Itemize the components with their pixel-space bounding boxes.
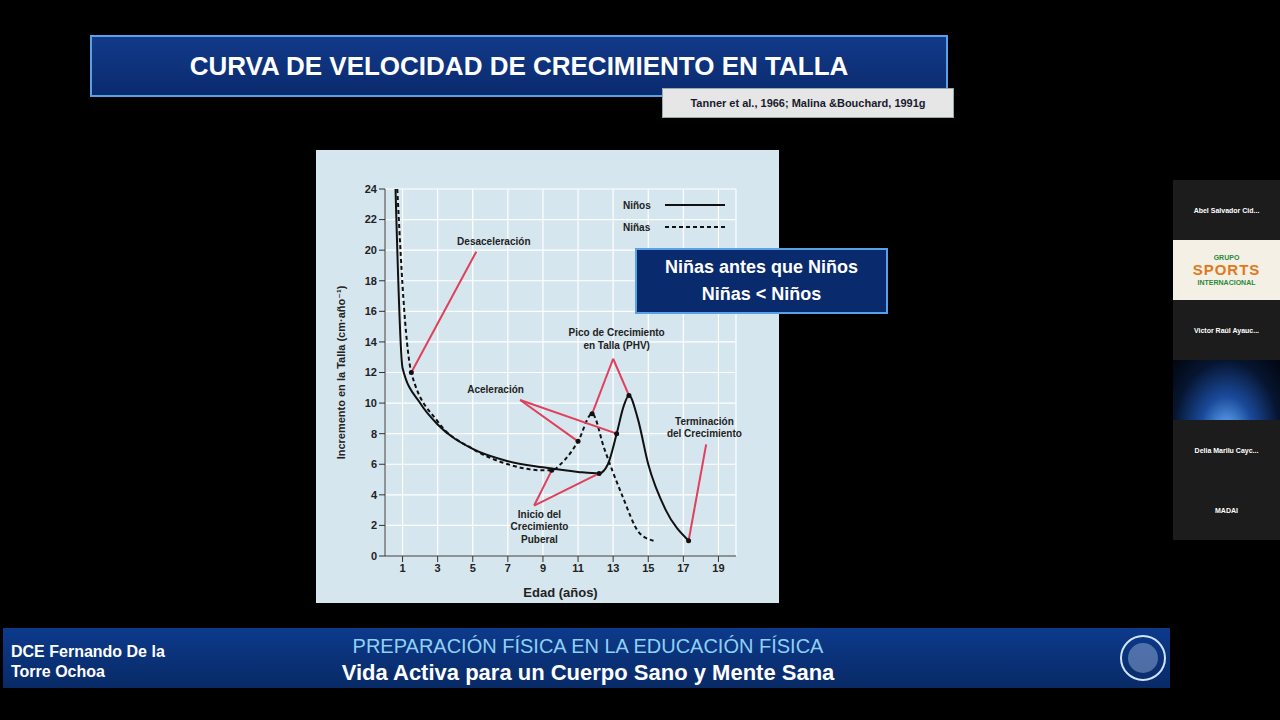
html-text:Vida Activa para un Cuerpo San: Vida Activa para un Cuerpo Sano y Mente … xyxy=(341,660,835,685)
svg-text:7: 7 xyxy=(505,562,511,574)
svg-text:Aceleración: Aceleración xyxy=(467,384,524,395)
svg-text:2: 2 xyxy=(371,519,377,531)
svg-text:24: 24 xyxy=(365,183,378,195)
svg-text:18: 18 xyxy=(365,275,377,287)
svg-text:12: 12 xyxy=(365,366,377,378)
html-text:Tanner et al., 1966; Malina &B: Tanner et al., 1966; Malina &Bouchard, 1… xyxy=(690,97,926,109)
html-text:Delia Marilu Cayc...: Delia Marilu Cayc... xyxy=(1194,446,1259,454)
svg-text:Edad (años): Edad (años) xyxy=(523,585,597,600)
html-text:GRUPO: GRUPO xyxy=(1213,254,1240,261)
svg-text:22: 22 xyxy=(365,213,377,225)
svg-text:17: 17 xyxy=(677,562,689,574)
svg-text:Puberal: Puberal xyxy=(521,534,558,545)
html-text:Niñas antes que Niños: Niñas antes que Niños xyxy=(665,257,858,277)
svg-text:Crecimiento: Crecimiento xyxy=(511,521,569,532)
svg-text:15: 15 xyxy=(642,562,654,574)
svg-text:19: 19 xyxy=(712,562,724,574)
html-text:Abel Salvador Cid...: Abel Salvador Cid... xyxy=(1193,206,1260,214)
svg-text:4: 4 xyxy=(371,489,378,501)
svg-text:14: 14 xyxy=(365,336,378,348)
svg-text:del Crecimiento: del Crecimiento xyxy=(667,428,742,439)
svg-text:10: 10 xyxy=(365,397,377,409)
svg-text:Pico de Crecimiento: Pico de Crecimiento xyxy=(569,327,665,338)
html-text:Victor Raúl Ayauc...: Victor Raúl Ayauc... xyxy=(1193,326,1259,334)
svg-text:6: 6 xyxy=(371,458,377,470)
html-text:PREPARACIÓN FÍSICA EN LA EDUCA: PREPARACIÓN FÍSICA EN LA EDUCACIÓN FÍSIC… xyxy=(352,635,824,657)
svg-text:Inicio del: Inicio del xyxy=(518,509,562,520)
html-text:CURVA DE VELOCIDAD DE CRECIMIE: CURVA DE VELOCIDAD DE CRECIMIENTO EN TAL… xyxy=(189,50,849,81)
svg-text:0: 0 xyxy=(371,550,377,562)
svg-text:3: 3 xyxy=(435,562,441,574)
svg-text:9: 9 xyxy=(540,562,546,574)
svg-text:13: 13 xyxy=(607,562,619,574)
html-text:Niñas < Niños: Niñas < Niños xyxy=(701,284,822,304)
svg-text:16: 16 xyxy=(365,305,377,317)
svg-text:Incremento en la Talla (cm·año: Incremento en la Talla (cm·año⁻¹) xyxy=(335,285,347,459)
html-text:SPORTS: SPORTS xyxy=(1192,261,1261,278)
svg-text:Desaceleración: Desaceleración xyxy=(457,236,530,247)
svg-text:Terminación: Terminación xyxy=(675,416,734,427)
html-text:Niñas: Niñas xyxy=(623,221,651,233)
svg-text:8: 8 xyxy=(371,428,377,440)
svg-text:1: 1 xyxy=(399,562,405,574)
html-text:INTERNACIONAL: INTERNACIONAL xyxy=(1197,279,1256,286)
html-text:MADAI: MADAI xyxy=(1215,506,1238,514)
svg-text:20: 20 xyxy=(365,244,377,256)
svg-text:11: 11 xyxy=(572,562,584,574)
svg-text:en Talla (PHV): en Talla (PHV) xyxy=(583,340,650,351)
svg-text:5: 5 xyxy=(470,562,476,574)
html-text:DCE Fernando De la Torre Ochoa: DCE Fernando De la Torre Ochoa xyxy=(11,643,165,680)
html-text:Niños: Niños xyxy=(623,199,651,211)
